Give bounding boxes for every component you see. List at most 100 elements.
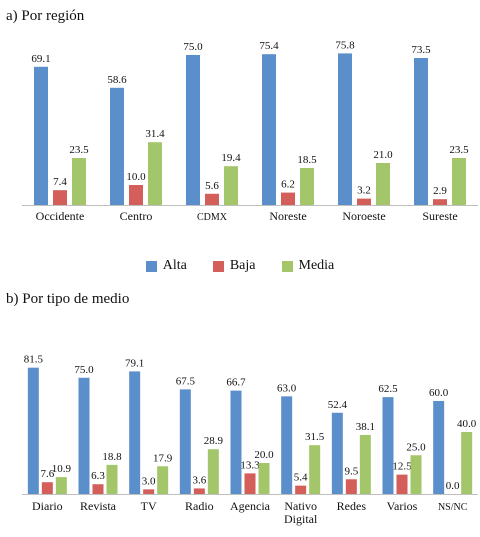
bar-alta [186, 55, 200, 205]
data-label-alta: 73.5 [411, 44, 431, 56]
data-label-alta: 62.5 [378, 383, 398, 395]
bar-media [359, 434, 371, 494]
bar-baja [92, 484, 104, 494]
data-label-baja: 2.9 [433, 185, 447, 197]
data-label-alta: 79.1 [125, 357, 144, 369]
bar-alta [27, 367, 39, 494]
data-label-media: 18.8 [102, 451, 122, 463]
data-label-baja: 0.0 [446, 480, 460, 492]
data-label-alta: 75.0 [183, 41, 203, 53]
x-tick-label: Revista [80, 499, 117, 513]
bar-alta [414, 58, 428, 205]
bar-media [461, 432, 473, 494]
data-label-baja: 5.6 [205, 180, 219, 192]
data-label-media: 28.9 [204, 435, 224, 447]
x-tick-label: Redes [337, 499, 367, 513]
data-label-media: 19.4 [221, 152, 241, 164]
bar-media [157, 466, 169, 494]
x-tick-label: Noreste [269, 209, 306, 223]
data-label-media: 31.4 [145, 128, 165, 140]
data-label-media: 38.1 [356, 421, 375, 433]
bar-media [224, 166, 238, 205]
bar-alta [179, 389, 191, 494]
data-label-media: 17.9 [153, 452, 173, 464]
data-label-baja: 9.5 [344, 465, 358, 477]
data-label-alta: 58.6 [107, 74, 127, 86]
bar-baja [193, 488, 205, 494]
data-label-baja: 3.0 [142, 475, 156, 487]
data-label-alta: 66.7 [226, 377, 246, 389]
bar-baja [295, 485, 307, 494]
legend-item-baja: Baja [212, 258, 256, 274]
bar-baja [396, 474, 408, 494]
data-label-alta: 67.5 [176, 375, 196, 387]
data-label-media: 40.0 [457, 418, 477, 430]
data-label-baja: 3.2 [357, 185, 371, 197]
chart-title-media-type: b) Por tipo de medio [6, 291, 130, 307]
x-tick-label: Nativo [284, 499, 317, 513]
data-label-baja: 5.4 [294, 472, 308, 484]
x-tick-label: Diario [32, 499, 63, 513]
bar-media [106, 464, 118, 494]
data-label-media: 23.5 [449, 144, 469, 156]
data-label-baja: 6.2 [281, 179, 295, 191]
data-label-baja: 13.3 [240, 459, 260, 471]
bar-media [148, 142, 162, 205]
x-tick-label: NS/NC [438, 502, 468, 513]
x-tick-label: TV [141, 499, 157, 513]
bar-baja [143, 489, 155, 494]
legend-swatch-baja [212, 260, 224, 272]
x-tick-label: Digital [284, 512, 318, 526]
bar-baja [433, 199, 447, 205]
data-label-baja: 6.3 [91, 470, 105, 482]
bar-media [309, 445, 321, 494]
data-label-media: 23.5 [69, 144, 89, 156]
bar-alta [382, 397, 394, 494]
data-label-baja: 7.4 [53, 176, 67, 188]
bar-media [55, 477, 67, 494]
bar-media [207, 449, 219, 494]
legend-item-media: Media [281, 258, 335, 274]
bar-baja [205, 193, 219, 205]
bar-baja [244, 473, 256, 494]
x-tick-label: Radio [185, 499, 214, 513]
data-label-alta: 63.0 [277, 382, 297, 394]
data-label-alta: 52.4 [328, 399, 348, 411]
bar-alta [331, 412, 343, 494]
data-label-alta: 75.4 [259, 40, 279, 52]
bar-media [258, 463, 270, 494]
bar-baja [53, 190, 67, 205]
data-label-alta: 69.1 [31, 53, 50, 65]
bar-alta [129, 371, 141, 494]
data-label-media: 18.5 [297, 154, 317, 166]
bar-alta [34, 66, 48, 205]
data-label-baja: 3.6 [192, 474, 206, 486]
x-tick-label: Noroeste [342, 209, 385, 223]
x-tick-label: Occidente [36, 209, 85, 223]
data-label-baja: 7.6 [40, 468, 54, 480]
x-tick-label: Varios [387, 499, 418, 513]
bar-alta [262, 54, 276, 206]
bar-alta [338, 53, 352, 206]
data-label-media: 21.0 [373, 149, 393, 161]
chart-title-region: a) Por región [6, 8, 85, 24]
legend-swatch-alta [145, 260, 157, 272]
bar-alta [110, 87, 124, 205]
bar-alta [78, 377, 90, 494]
data-label-alta: 75.0 [74, 364, 94, 376]
legend-label-media: Media [298, 258, 335, 273]
legend: Alta Baja Media [0, 258, 480, 274]
x-tick-label: Sureste [422, 209, 457, 223]
legend-label-alta: Alta [162, 258, 187, 273]
bar-baja [41, 482, 53, 494]
data-label-baja: 10.0 [126, 171, 146, 183]
bar-media [72, 158, 86, 205]
bar-alta [433, 401, 445, 494]
bar-media [376, 163, 390, 205]
bar-baja [129, 185, 143, 205]
legend-swatch-media [281, 260, 293, 272]
data-label-alta: 60.0 [429, 387, 449, 399]
data-label-baja: 12.5 [392, 461, 412, 473]
bar-alta [230, 390, 242, 494]
